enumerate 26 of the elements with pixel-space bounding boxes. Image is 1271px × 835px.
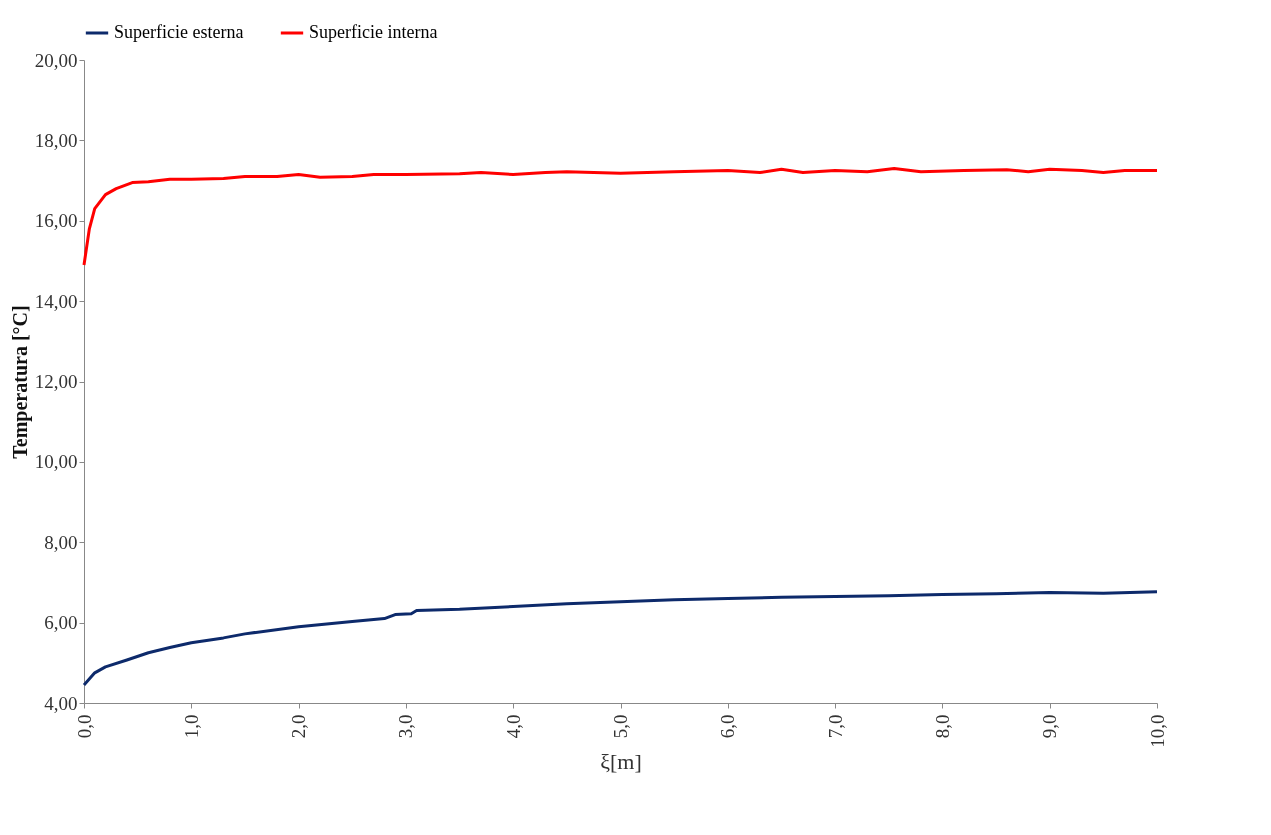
- y-tick-label: 16,00: [34, 210, 78, 232]
- x-tick-label: 2,0: [288, 714, 310, 739]
- x-tick-label: 4,0: [502, 714, 524, 739]
- legend-label: Superficie interna: [309, 22, 438, 42]
- y-tick-label: 10,00: [34, 451, 78, 473]
- x-tick-label: 8,0: [931, 714, 953, 739]
- x-tick-label: 6,0: [717, 714, 739, 739]
- y-axis-title: Temperatura [°C]: [8, 305, 32, 459]
- x-tick-label: 5,0: [610, 714, 631, 739]
- y-tick-label: 6,00: [44, 612, 78, 634]
- y-tick-label: 4,00: [44, 692, 78, 714]
- y-tick-label: 12,00: [34, 371, 78, 392]
- x-tick-label: 1,0: [180, 714, 202, 739]
- y-tick-label: 14,00: [34, 290, 78, 312]
- x-tick-label: 9,0: [1039, 714, 1061, 739]
- line-series: [82, 590, 1159, 687]
- legend-label: Superficie esterna: [114, 22, 244, 42]
- y-tick-label: 8,00: [44, 531, 78, 553]
- y-tick-label: 20,00: [34, 49, 78, 71]
- x-axis-title: ξ[m]: [600, 748, 642, 774]
- x-tick-label: 3,0: [395, 714, 417, 739]
- x-tick-label: 10,0: [1146, 714, 1168, 748]
- line-series: [82, 167, 1159, 267]
- y-tick-label: 18,00: [34, 129, 78, 151]
- x-tick-label: 0,0: [73, 714, 95, 739]
- x-tick-label: 7,0: [824, 714, 846, 739]
